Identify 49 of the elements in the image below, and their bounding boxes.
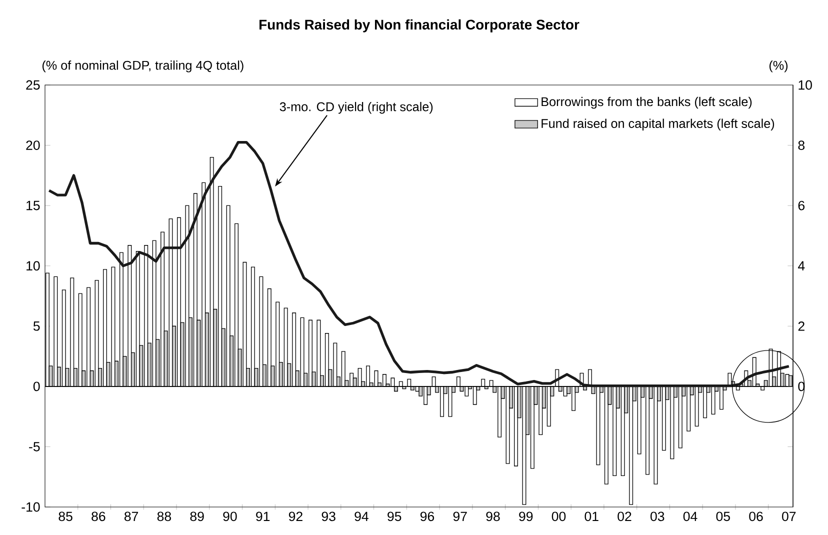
bar — [694, 386, 699, 427]
x-tick-label: 99 — [519, 512, 533, 522]
y2-tick-label: 10 — [798, 80, 812, 90]
bar — [686, 386, 691, 432]
x-tick-label: 89 — [190, 512, 204, 522]
x-tick-label: 05 — [716, 512, 730, 522]
legend-label: Borrowings from the banks (left scale) — [542, 96, 752, 109]
legend-label: Fund raised on capital markets (left scale) — [542, 118, 774, 130]
bar — [188, 317, 192, 387]
y-tick-label: 25 — [26, 80, 40, 90]
y-tick-label: 0 — [33, 382, 40, 392]
x-tick-label: 91 — [256, 512, 270, 522]
y-tick-label: 10 — [26, 261, 40, 271]
y-axis-title: (% of nominal GDP, trailing 4Q total) — [42, 60, 244, 72]
bar — [526, 386, 530, 435]
y2-tick-label: 8 — [798, 140, 805, 150]
y-tick-label: 15 — [26, 200, 40, 210]
x-tick-label: 93 — [322, 512, 336, 522]
y-tick-label: -5 — [29, 442, 40, 452]
annotation: 3-mo. CD yield (right scale) — [280, 102, 433, 114]
y2-tick-label: 6 — [798, 200, 805, 210]
y-tick-label: 20 — [26, 140, 40, 150]
x-tick-label: 04 — [683, 512, 698, 522]
y2-tick-label: 2 — [798, 322, 804, 331]
y2-axis-title: (%) — [769, 60, 788, 72]
x-tick-label: 96 — [420, 512, 434, 522]
x-tick-label: 86 — [92, 512, 106, 522]
x-tick-label: 00 — [552, 512, 566, 522]
bar — [703, 386, 708, 418]
x-tick-label: 06 — [749, 512, 763, 522]
y-tick-label: 5 — [33, 322, 40, 331]
x-tick-label: 95 — [388, 512, 402, 522]
x-tick-label: 97 — [453, 512, 467, 522]
x-tick-label: 98 — [486, 512, 500, 522]
x-tick-label: 02 — [618, 512, 632, 522]
x-tick-label: 90 — [223, 512, 237, 522]
x-tick-label: 01 — [584, 512, 598, 522]
y2-tick-label: 4 — [798, 261, 805, 270]
x-tick-label: 07 — [782, 512, 796, 522]
bar — [172, 326, 176, 387]
x-tick-label: 88 — [157, 512, 171, 522]
x-tick-label: 92 — [288, 512, 302, 522]
chart-title: Funds Raised by Non financial Corporate Sector — [260, 19, 580, 32]
x-tick-label: 85 — [58, 512, 72, 522]
y-tick-label: -10 — [22, 502, 40, 512]
x-tick-label: 03 — [650, 512, 664, 522]
x-tick-label: 87 — [124, 512, 138, 522]
x-tick-label: 94 — [354, 512, 368, 522]
bar — [720, 386, 724, 410]
